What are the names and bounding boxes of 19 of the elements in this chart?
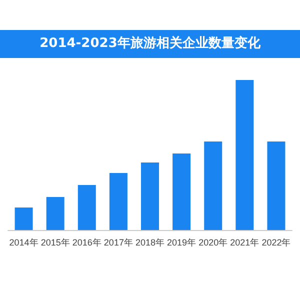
bar <box>78 185 96 230</box>
bar <box>141 162 159 230</box>
x-tick-label: 2018年 <box>135 238 165 248</box>
x-tick-label: 2021年 <box>230 238 260 248</box>
bar <box>14 208 33 230</box>
bar <box>172 154 191 230</box>
bar <box>46 197 64 230</box>
bar <box>109 173 128 230</box>
bar <box>204 142 222 230</box>
x-tick-label: 2019年 <box>167 238 196 248</box>
x-tick-label: 2020年 <box>198 238 228 248</box>
x-tick-label: 2022年 <box>262 238 291 248</box>
bar <box>236 80 254 230</box>
x-tick-label: 2014年 <box>9 238 38 248</box>
chart-title: 2014-2023年旅游相关企业数量变化 <box>0 30 300 58</box>
x-tick-label: 2017年 <box>104 238 133 248</box>
x-tick-label: 2016年 <box>72 238 102 248</box>
x-tick-label: 2015年 <box>40 238 70 248</box>
bar <box>267 142 286 230</box>
